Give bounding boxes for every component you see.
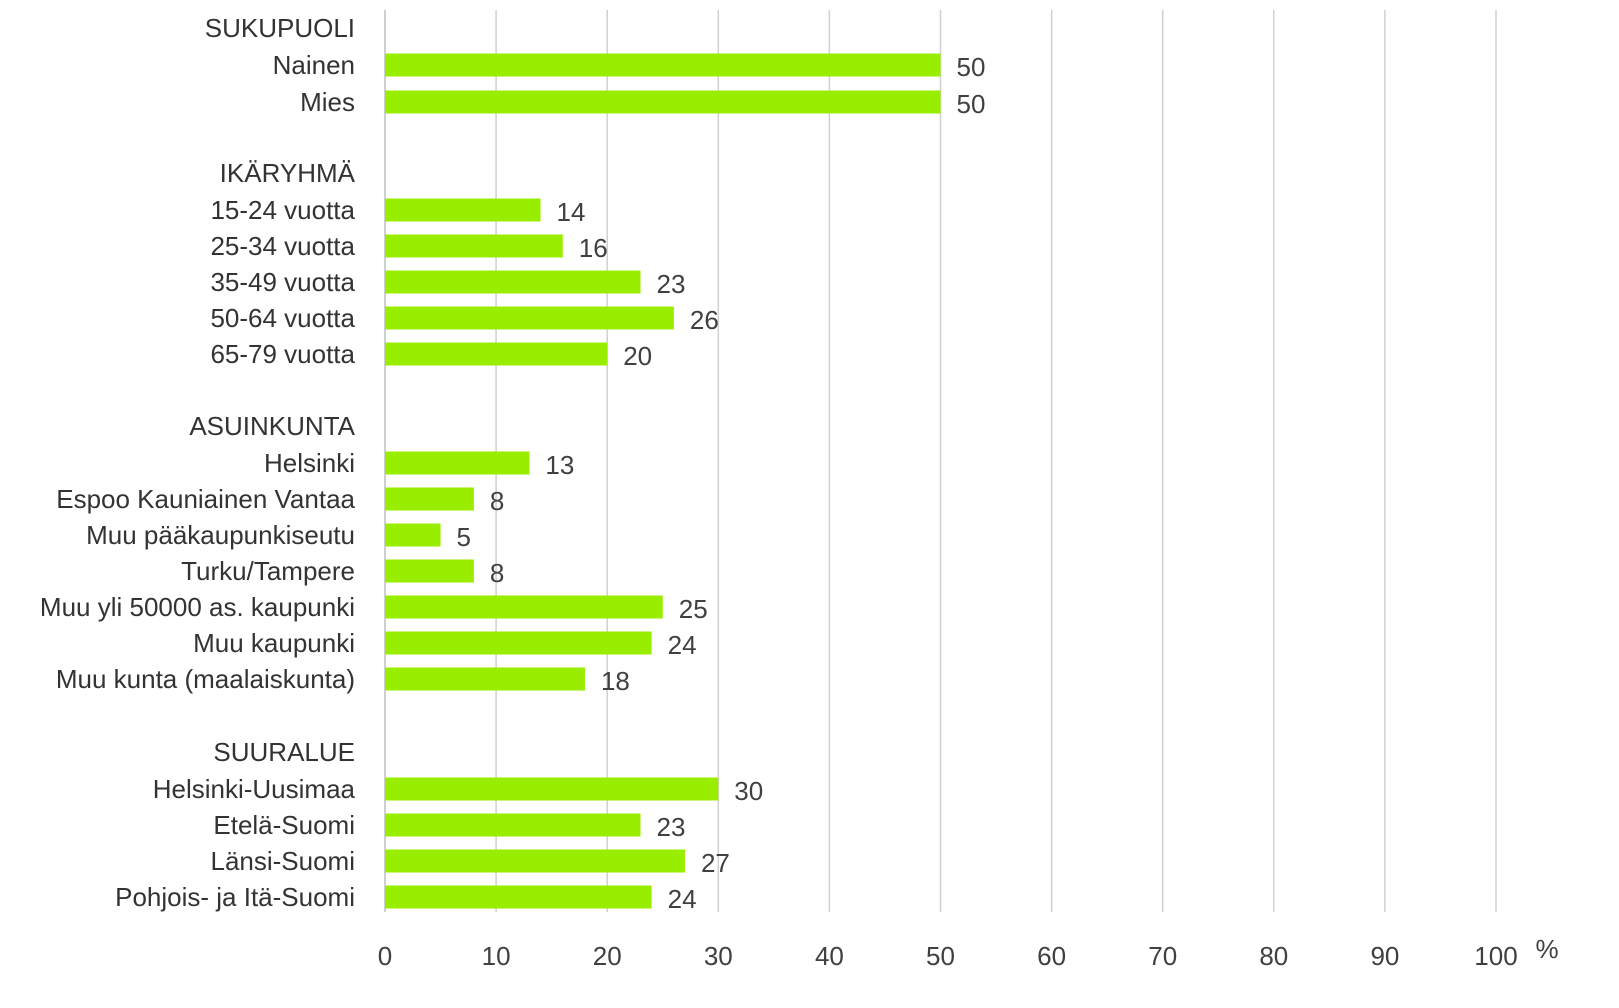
grid-layer (384, 10, 1497, 912)
bar (385, 667, 585, 691)
category-label: Espoo Kauniainen Vantaa (56, 484, 355, 514)
category-label: Nainen (273, 50, 355, 80)
bar (385, 198, 541, 222)
category-label: Muu kaupunki (193, 628, 355, 658)
tick-layer: 0 10 20 30 40 50 60 70 80 90 100% (378, 934, 1559, 971)
x-tick-label: 60 (1037, 941, 1066, 971)
category-label: 50-64 vuotta (210, 303, 355, 333)
group-header: SUURALUE (213, 737, 355, 767)
category-label: 15-24 vuotta (210, 195, 355, 225)
category-label: 65-79 vuotta (210, 339, 355, 369)
category-label: 35-49 vuotta (210, 267, 355, 297)
x-tick-label: 10 (482, 941, 511, 971)
category-label: Helsinki-Uusimaa (153, 774, 356, 804)
data-label: 18 (601, 666, 630, 696)
category-label: Turku/Tampere (181, 556, 355, 586)
category-label: Länsi-Suomi (210, 846, 355, 876)
bar-layer (385, 53, 941, 909)
data-label: 23 (657, 812, 686, 842)
bar (385, 813, 641, 837)
group-header: IKÄRYHMÄ (220, 158, 356, 188)
data-label: 16 (579, 233, 608, 263)
bar (385, 487, 474, 511)
x-tick-label: 40 (815, 941, 844, 971)
category-label: 25-34 vuotta (210, 231, 355, 261)
data-label: 25 (679, 594, 708, 624)
data-label: 26 (690, 305, 719, 335)
data-label: 14 (557, 197, 586, 227)
x-tick-label: 90 (1370, 941, 1399, 971)
bar (385, 90, 941, 114)
bar (385, 595, 663, 619)
category-label: Pohjois- ja Itä-Suomi (115, 882, 355, 912)
data-label: 8 (490, 558, 504, 588)
category-label: Helsinki (264, 448, 355, 478)
bar (385, 849, 685, 873)
data-label: 20 (623, 341, 652, 371)
data-label: 23 (657, 269, 686, 299)
x-tick-label: 30 (704, 941, 733, 971)
bar (385, 631, 652, 655)
bar (385, 777, 719, 801)
group-header: ASUINKUNTA (189, 411, 355, 441)
data-label: 27 (701, 848, 730, 878)
bar (385, 342, 608, 366)
data-label: 30 (734, 776, 763, 806)
category-label: Muu yli 50000 as. kaupunki (40, 592, 355, 622)
label-layer: SUKUPUOLI Nainen 50 Mies 50 IKÄRYHMÄ 15-24 vuo… (40, 13, 986, 914)
bar (385, 523, 441, 547)
data-label: 50 (957, 52, 986, 82)
x-unit-label: % (1535, 934, 1558, 964)
group-header: SUKUPUOLI (205, 13, 355, 43)
bar (385, 53, 941, 77)
category-label: Mies (300, 87, 355, 117)
x-tick-label: 100 (1474, 941, 1517, 971)
bar (385, 306, 674, 330)
x-tick-label: 70 (1148, 941, 1177, 971)
category-label: Muu pääkaupunkiseutu (86, 520, 355, 550)
bar (385, 451, 530, 475)
x-tick-label: 20 (593, 941, 622, 971)
bar (385, 885, 652, 909)
x-tick-label: 50 (926, 941, 955, 971)
data-label: 24 (668, 884, 697, 914)
x-tick-label: 80 (1259, 941, 1288, 971)
category-label: Muu kunta (maalaiskunta) (56, 664, 355, 694)
data-label: 5 (457, 522, 471, 552)
data-label: 8 (490, 486, 504, 516)
data-label: 13 (545, 450, 574, 480)
category-label: Etelä-Suomi (213, 810, 355, 840)
bar (385, 559, 474, 583)
x-tick-label: 0 (378, 941, 392, 971)
bar (385, 270, 641, 294)
bar (385, 234, 563, 258)
data-label: 50 (957, 89, 986, 119)
data-label: 24 (668, 630, 697, 660)
